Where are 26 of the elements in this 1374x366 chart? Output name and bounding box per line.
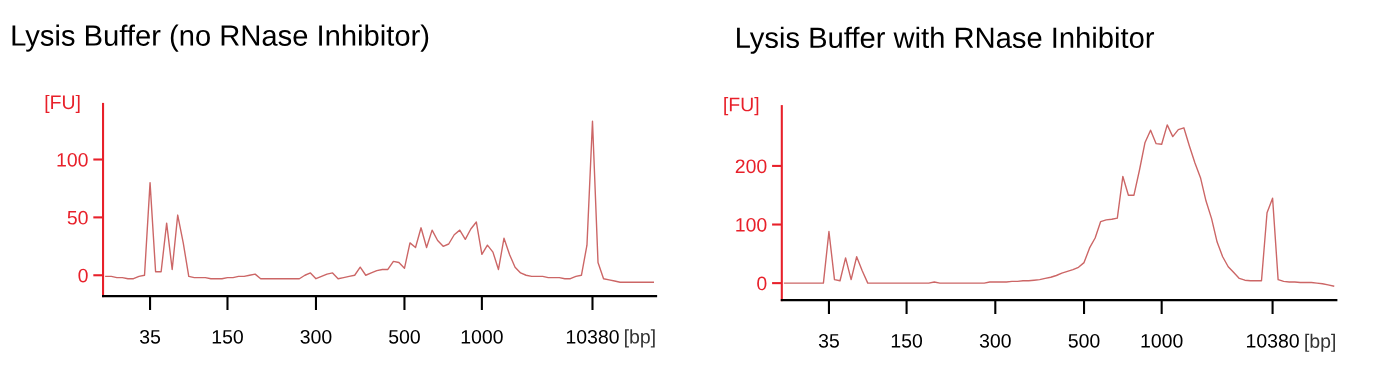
y-tick-label: 200 [735,159,767,174]
x-tick-label: 35 [139,329,161,344]
x-tick-label: 10380 [566,329,619,344]
y-tick-label: 100 [57,152,88,167]
x-tick-label: 300 [300,329,332,344]
y-axis-title: [FU] [724,97,759,116]
x-tick-label: 1000 [461,329,503,344]
chart-title: Lysis Buffer with RNase Inhibitor [737,26,1155,54]
y-tick-label: 50 [67,210,88,225]
y-tick-label: 0 [757,276,767,291]
x-tick-label: 1000 [1141,333,1183,348]
x-axis-title: [bp] [625,329,655,348]
x-tick-label: 10380 [1247,333,1299,348]
line-series [105,120,655,283]
y-tick-label: 0 [78,268,88,283]
x-axis-title: [bp] [1305,333,1335,352]
x-tick-label: 500 [1068,333,1100,348]
x-tick-label: 35 [818,333,839,348]
x-tick-label: 500 [389,329,420,344]
x-tick-label: 150 [891,333,923,348]
line-series [783,124,1335,287]
y-axis-title: [FU] [45,94,80,114]
chart-title: Lysis Buffer (no RNase Inhibitor) [12,24,429,52]
x-tick-label: 300 [979,333,1011,348]
x-tick-label: 150 [212,329,243,344]
y-tick-label: 100 [736,217,767,232]
